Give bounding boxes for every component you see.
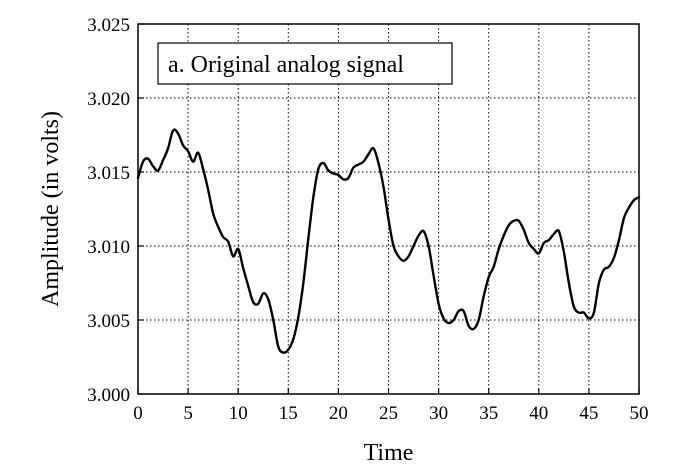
legend-text: a. Original analog signal [168,52,404,78]
x-tick-label: 45 [579,403,598,424]
x-tick-labels: 0 5 10 15 20 25 30 35 40 45 50 [133,403,648,424]
x-tick-label: 40 [529,403,548,424]
x-tick-label: 15 [279,403,298,424]
y-tick-label: 3.020 [87,89,130,110]
grid [138,24,639,394]
y-tick-label: 3.015 [87,163,130,184]
x-tick-label: 35 [479,403,498,424]
x-tick-label: 30 [429,403,448,424]
y-tick-labels: 3.000 3.005 3.010 3.015 3.020 3.025 [87,15,130,406]
y-tick-label: 3.025 [87,15,130,36]
y-tick-label: 3.005 [87,311,130,332]
x-tick-label: 20 [329,403,348,424]
x-tick-label: 0 [133,403,143,424]
signal-line [136,128,641,354]
y-tick-label: 3.010 [87,237,130,258]
legend: a. Original analog signal [157,42,453,85]
y-axis-title: Amplitude (in volts) [38,111,64,307]
x-axis-title: Time [364,440,414,466]
x-tick-label: 25 [379,403,398,424]
x-tick-label: 10 [229,403,248,424]
x-tick-label: 5 [183,403,193,424]
x-tick-label: 50 [630,403,649,424]
legend-box [157,42,453,85]
ticks [137,23,640,395]
y-tick-label: 3.000 [87,385,130,406]
series-layer [136,128,641,354]
